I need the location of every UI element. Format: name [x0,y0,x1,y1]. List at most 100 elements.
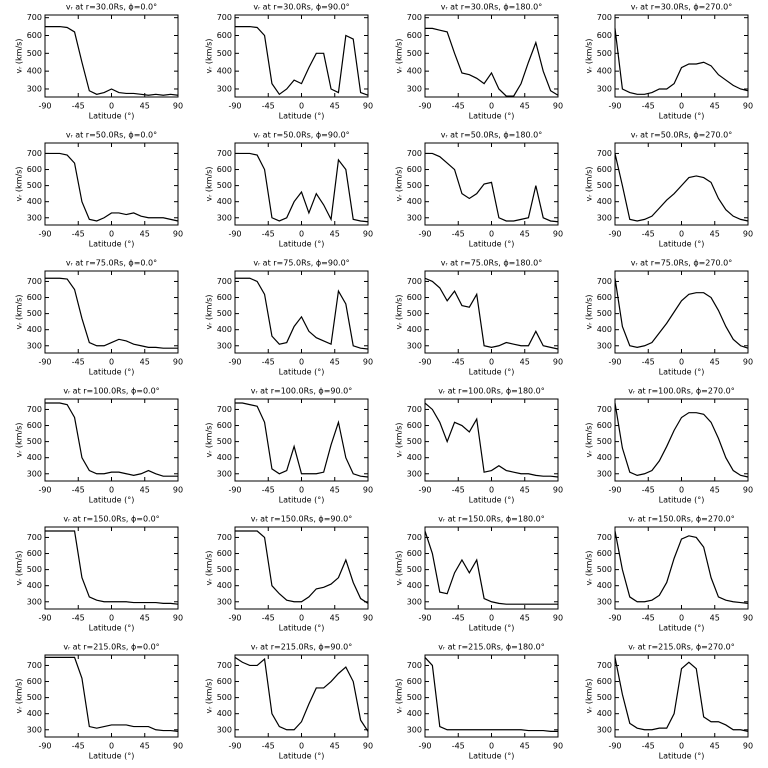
x-tick-label: -90 [38,102,51,111]
x-tick-label: 45 [330,742,340,751]
y-tick-label: 300 [217,84,232,93]
x-axis-label: Latitude (°) [659,368,705,377]
y-axis-label: vᵣ (km/s) [15,679,24,714]
data-line [45,656,179,732]
y-axis-label: vᵣ (km/s) [585,679,594,714]
y-axis-label: vᵣ (km/s) [15,423,24,458]
panel-title: vᵣ at r=30.0Rs, ϕ=270.0° [631,3,732,12]
plot-frame [424,526,559,610]
panel-title: vᵣ at r=215.0Rs, ϕ=180.0° [438,643,545,652]
y-tick-label: 500 [407,181,422,190]
x-tick-label: 45 [140,742,150,751]
x-tick-label: -45 [452,102,465,111]
y-tick-label: 500 [407,309,422,318]
y-tick-label: 300 [217,469,232,478]
y-tick-label: 500 [27,565,42,574]
data-line [234,656,369,732]
y-tick-label: 400 [217,709,232,718]
panel-title: vᵣ at r=150.0Rs, ϕ=180.0° [438,515,545,524]
y-tick-label: 300 [407,84,422,93]
x-tick-label: 0 [679,742,684,751]
x-tick-label: -90 [228,486,241,495]
x-tick-label: -45 [72,486,85,495]
x-tick-label: -45 [642,102,655,111]
y-tick-label: 400 [217,325,232,334]
y-tick-label: 600 [597,165,612,174]
panel-title: vᵣ at r=30.0Rs, ϕ=0.0° [66,3,157,12]
x-axis-label: Latitude (°) [89,240,135,249]
plot-frame [234,654,369,738]
x-tick-label: 45 [710,358,720,367]
data-line [235,402,369,478]
x-tick-label: 90 [553,742,563,751]
y-tick-label: 600 [407,31,422,40]
y-tick-label: 600 [407,677,422,686]
plot-frame [234,270,369,354]
x-tick-label: 90 [363,102,373,111]
data-line [614,153,749,222]
y-tick-label: 700 [27,13,42,22]
y-tick-label: 600 [217,293,232,302]
y-axis-label: vᵣ (km/s) [205,39,214,74]
y-tick-label: 600 [27,165,42,174]
x-axis-label: Latitude (°) [279,752,325,761]
y-tick-label: 300 [407,341,422,350]
data-line [45,530,179,605]
y-axis-label: vᵣ (km/s) [395,39,404,74]
x-tick-label: -90 [418,742,431,751]
x-tick-label: -90 [608,614,621,623]
x-tick-label: 0 [109,358,114,367]
y-tick-label: 400 [597,325,612,334]
data-line [614,402,749,478]
x-axis-label: Latitude (°) [659,112,705,121]
y-tick-label: 500 [27,49,42,58]
y-tick-label: 400 [217,581,232,590]
x-tick-label: 45 [520,102,530,111]
y-tick-label: 400 [407,709,422,718]
x-tick-label: -90 [38,358,51,367]
y-tick-label: 500 [407,49,422,58]
y-tick-label: 700 [597,661,612,670]
x-tick-label: -90 [38,742,51,751]
x-tick-label: -90 [608,230,621,239]
x-tick-label: -90 [418,358,431,367]
x-tick-label: -90 [418,230,431,239]
plot-frame [614,14,749,98]
x-tick-label: 0 [679,358,684,367]
x-tick-label: -45 [72,742,85,751]
y-tick-label: 300 [407,725,422,734]
x-tick-label: -45 [72,358,85,367]
panel-title: vᵣ at r=75.0Rs, ϕ=0.0° [66,259,157,268]
y-axis-label: vᵣ (km/s) [15,551,24,586]
y-axis-label: vᵣ (km/s) [395,167,404,202]
x-axis-label: Latitude (°) [89,368,135,377]
y-tick-label: 400 [217,197,232,206]
plot-frame [234,398,369,482]
y-tick-label: 600 [27,421,42,430]
x-tick-label: 90 [363,486,373,495]
x-tick-label: 0 [679,486,684,495]
data-line [45,152,179,222]
x-tick-label: 45 [330,614,340,623]
x-axis-label: Latitude (°) [659,240,705,249]
x-tick-label: -45 [642,614,655,623]
x-tick-label: 45 [140,614,150,623]
y-tick-label: 300 [27,469,42,478]
y-tick-label: 600 [217,31,232,40]
x-tick-label: 90 [553,102,563,111]
y-tick-label: 700 [217,13,232,22]
panel-title: vᵣ at r=50.0Rs, ϕ=90.0° [253,131,349,140]
y-tick-label: 500 [217,309,232,318]
x-tick-label: -45 [452,230,465,239]
y-tick-label: 300 [27,84,42,93]
panel-title: vᵣ at r=50.0Rs, ϕ=0.0° [66,131,157,140]
y-tick-label: 700 [407,405,422,414]
x-tick-label: -45 [642,742,655,751]
y-tick-label: 400 [217,453,232,462]
x-tick-label: -45 [262,102,275,111]
y-tick-label: 600 [597,293,612,302]
panel-title: vᵣ at r=100.0Rs, ϕ=270.0° [628,387,735,396]
y-tick-label: 300 [27,213,42,222]
x-tick-label: -45 [262,742,275,751]
y-tick-label: 500 [27,309,42,318]
